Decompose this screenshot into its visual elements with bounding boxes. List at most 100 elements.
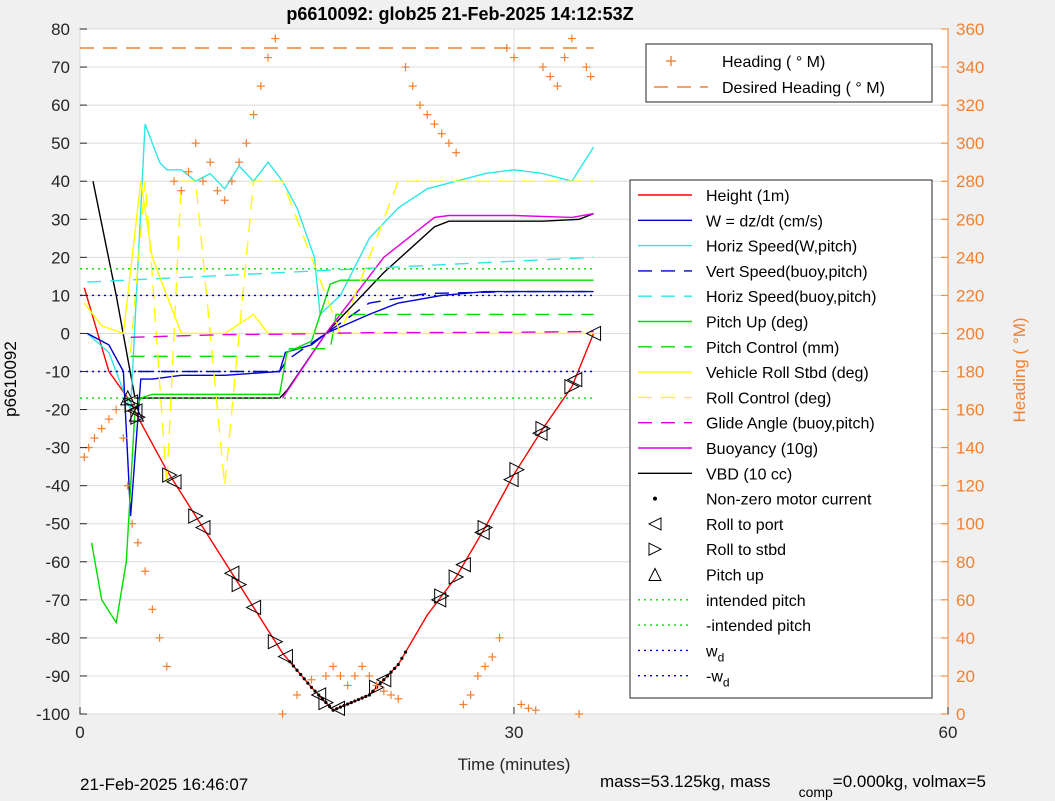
heading-point — [242, 139, 251, 148]
legend-label-text: Vehicle Roll Stbd (deg) — [706, 365, 869, 382]
motor-current-dot — [356, 697, 361, 702]
y-left-tick-label: 0 — [61, 324, 70, 343]
heading-point — [510, 53, 518, 62]
y-left-tick-label: 70 — [51, 58, 70, 77]
motor-current-dot — [353, 699, 357, 703]
motor-current-dot — [385, 674, 390, 678]
legend-label-text: -w — [706, 669, 723, 686]
heading-point — [582, 63, 591, 72]
roll-port-marker — [531, 425, 548, 441]
legend-entry-pitch-up-deg: Pitch Up (deg) — [638, 315, 808, 332]
footer-mass: mass=53.125kg, mass comp=0.000kg, volmax=… — [600, 772, 986, 800]
motor-current-dot — [313, 689, 317, 693]
heading-point — [148, 605, 157, 614]
pitch-up-marker — [119, 389, 136, 406]
footer-comp-rest: =0.000kg, volmax=5 — [833, 772, 986, 791]
heading-point — [423, 110, 432, 119]
y-right-tick-label: 20 — [956, 667, 975, 686]
heading-point — [97, 424, 106, 433]
y-right-tick-label: 60 — [956, 591, 975, 610]
heading-point — [90, 434, 99, 443]
heading-point — [133, 538, 142, 547]
legend-entry-height-1m: Height (1m) — [638, 188, 790, 205]
motor-current-dot — [378, 681, 382, 686]
y-left-tick-label: -80 — [45, 629, 70, 648]
motor-current-dot — [320, 697, 324, 701]
legend-label: VBD (10 cc) — [706, 466, 792, 483]
motor-current-dot — [389, 670, 393, 674]
x-tick-label: 30 — [505, 723, 524, 742]
legend-label: Pitch Up (deg) — [706, 315, 808, 332]
y-right-tick-label: 160 — [956, 401, 984, 420]
heading-point — [567, 34, 576, 43]
legend-entry-horiz-speed-w-pitch: Horiz Speed(W,pitch) — [638, 239, 857, 256]
chart-title: p6610092: glob25 21-Feb-2025 14:12:53Z — [286, 4, 633, 24]
heading-point — [264, 53, 273, 62]
heading-point — [466, 690, 475, 699]
y-right-tick-label: 240 — [956, 248, 984, 267]
legend-entry-intended-pitch: intended pitch — [638, 593, 806, 610]
roll-port-marker — [194, 519, 211, 536]
y-left-tick-label: 30 — [51, 210, 70, 229]
legend-label-text: VBD (10 cc) — [706, 466, 792, 483]
heading-point — [524, 704, 533, 713]
marker-layer — [119, 325, 602, 717]
roll-stbd-marker — [434, 588, 450, 604]
heading-point — [104, 415, 113, 424]
motor-current-dot — [331, 708, 335, 712]
heading-point — [162, 662, 171, 671]
motor-current-dot — [302, 677, 306, 681]
y-left-tick-label: -50 — [45, 515, 70, 534]
legend-entry-non-zero-motor-current: Non-zero motor current — [653, 492, 872, 509]
roll-port-marker — [430, 592, 447, 608]
footer-date: 21-Feb-2025 16:46:07 — [80, 775, 248, 794]
motor-current-dot — [367, 693, 371, 697]
heading-point — [141, 567, 150, 576]
y-left-tick-label: -90 — [45, 667, 70, 686]
roll-port-marker — [223, 565, 240, 582]
y-left-tick-label: -100 — [36, 705, 70, 724]
legend-entry-wd: wd — [638, 643, 724, 664]
legend-label-text: Buoyancy (10g) — [706, 441, 818, 458]
legend-label-text: Heading ( ° M) — [722, 54, 825, 71]
legend-label-text: Desired Heading ( ° M) — [722, 80, 885, 97]
motor-current-dot — [371, 689, 375, 693]
heading-point — [481, 662, 490, 671]
legend-entry-glide-angle-buoy-pitch: Glide Angle (buoy,pitch) — [638, 416, 875, 433]
y-left-tick-label: 50 — [51, 134, 70, 153]
y-right-tick-label: 0 — [956, 705, 965, 724]
heading-point — [372, 681, 381, 690]
legend-label-text: Glide Angle (buoy,pitch) — [706, 416, 875, 433]
heading-point — [128, 519, 137, 528]
motor-current-dot — [403, 650, 408, 654]
y-left-tick-label: 60 — [51, 96, 70, 115]
legend-label-text: Pitch Up (deg) — [706, 315, 808, 332]
legend-label: Pitch up — [706, 568, 764, 585]
motor-current-dot — [317, 693, 321, 697]
legend-label: Roll to port — [706, 517, 784, 534]
legend-label: Desired Heading ( ° M) — [722, 80, 885, 97]
heading-point — [437, 129, 446, 138]
roll-port-marker — [455, 556, 471, 573]
heading-point — [321, 671, 330, 680]
y-left-tick-label: -60 — [45, 553, 70, 572]
roll-port-marker — [585, 325, 602, 342]
heading-point — [336, 671, 345, 680]
roll-port-marker — [277, 648, 293, 665]
y-right-tick-label: 280 — [956, 172, 984, 191]
motor-current-dot — [306, 681, 310, 685]
legend-main-box — [629, 179, 933, 699]
y-right-tick-label: 260 — [956, 210, 984, 229]
heading-point — [538, 63, 547, 72]
y-left-tick-label: 10 — [51, 286, 70, 305]
series-horiz-speed-buoy-pitch — [87, 256, 594, 283]
heading-point — [80, 453, 89, 462]
heading-point — [517, 700, 526, 709]
series-pitch-control-mm — [130, 313, 594, 357]
y-right-tick-label: 140 — [956, 439, 984, 458]
legend-entry-vert-speed-buoy-pitch: Vert Speed(buoy,pitch) — [638, 264, 868, 281]
heading-point — [553, 82, 562, 91]
motor-current-dot — [396, 662, 400, 667]
legend-label-text: Roll Control (deg) — [706, 390, 831, 407]
